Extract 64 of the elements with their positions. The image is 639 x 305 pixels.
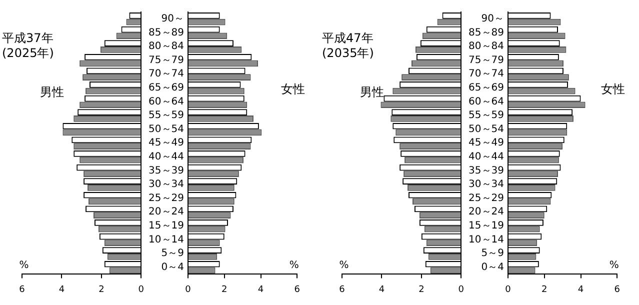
y-tick-label: 0～4 <box>161 262 184 273</box>
y-tick-label: 90～ <box>161 13 184 24</box>
x-axis-title: % <box>289 260 299 271</box>
y-tick-label: 10～14 <box>468 234 504 246</box>
annotation: 男性 <box>40 85 64 100</box>
y-tick-label: 65～69 <box>148 82 184 94</box>
y-tick-label: 40～44 <box>148 151 184 162</box>
y-tick-label: 15～19 <box>468 220 504 232</box>
y-tick-label: 25～29 <box>468 192 504 204</box>
y-tick-label: 0～4 <box>481 262 504 273</box>
x-tick-label: 2 <box>98 284 104 295</box>
x-tick-label: 2 <box>542 284 548 295</box>
x-tick-label: 6 <box>19 284 26 295</box>
y-tick-label: 85～89 <box>148 27 184 38</box>
y-tick-label: 50～54 <box>148 124 184 135</box>
y-tick-label: 55～59 <box>468 110 504 122</box>
y-tick-label: 5～9 <box>481 248 504 260</box>
y-tick-label: 50～54 <box>468 124 504 135</box>
x-tick-label: 0 <box>458 284 464 295</box>
x-axis-title: % <box>339 260 349 271</box>
y-tick-label: 80～84 <box>468 41 504 52</box>
x-tick-label: 2 <box>418 284 424 295</box>
y-tick-label: 30～34 <box>468 179 504 190</box>
x-tick-label: 4 <box>258 284 264 295</box>
annotation: 女性 <box>281 82 305 96</box>
x-axis-title: % <box>609 260 619 271</box>
y-tick-label: 30～34 <box>148 179 184 190</box>
x-tick-label: 0 <box>505 284 512 295</box>
y-tick-label: 55～59 <box>148 110 184 122</box>
y-tick-label: 70～74 <box>148 68 184 80</box>
y-tick-label: 45～49 <box>468 138 504 149</box>
x-tick-label: 0 <box>185 284 192 295</box>
x-tick-label: 6 <box>614 284 620 295</box>
text: 平成47年 (2035年) <box>322 31 374 60</box>
text: 平成37年 (2025年) <box>2 31 54 60</box>
y-tick-label: 35～39 <box>148 165 184 176</box>
y-tick-label: 25～29 <box>148 192 184 204</box>
y-tick-label: 20～24 <box>148 206 184 218</box>
y-tick-label: 5～9 <box>161 248 184 260</box>
y-tick-label: 90～ <box>481 13 504 24</box>
x-tick-label: 2 <box>222 284 228 295</box>
y-tick-label: 10～14 <box>148 234 184 246</box>
x-tick-label: 6 <box>294 284 300 295</box>
y-tick-label: 75～79 <box>468 54 504 66</box>
x-tick-label: 4 <box>58 284 65 295</box>
x-tick-label: 4 <box>578 284 584 295</box>
y-tick-label: 40～44 <box>468 151 504 162</box>
y-tick-label: 75～79 <box>148 54 184 66</box>
x-tick-label: 0 <box>138 284 144 295</box>
y-tick-label: 80～84 <box>148 41 184 52</box>
y-tick-label: 60～64 <box>468 96 504 108</box>
y-tick-label: 15～19 <box>148 220 184 232</box>
annotation: 男性 <box>360 85 384 100</box>
x-axis-title: % <box>19 260 29 271</box>
y-tick-label: 60～64 <box>148 96 184 108</box>
y-tick-label: 65～69 <box>468 82 504 94</box>
y-tick-label: 35～39 <box>468 165 504 176</box>
annotation: 女性 <box>601 82 625 96</box>
x-tick-label: 4 <box>378 284 385 295</box>
y-tick-label: 85～89 <box>468 27 504 38</box>
y-tick-label: 70～74 <box>468 68 504 80</box>
y-tick-label: 20～24 <box>468 206 504 218</box>
y-tick-label: 45～49 <box>148 138 184 149</box>
x-tick-label: 6 <box>339 284 346 295</box>
